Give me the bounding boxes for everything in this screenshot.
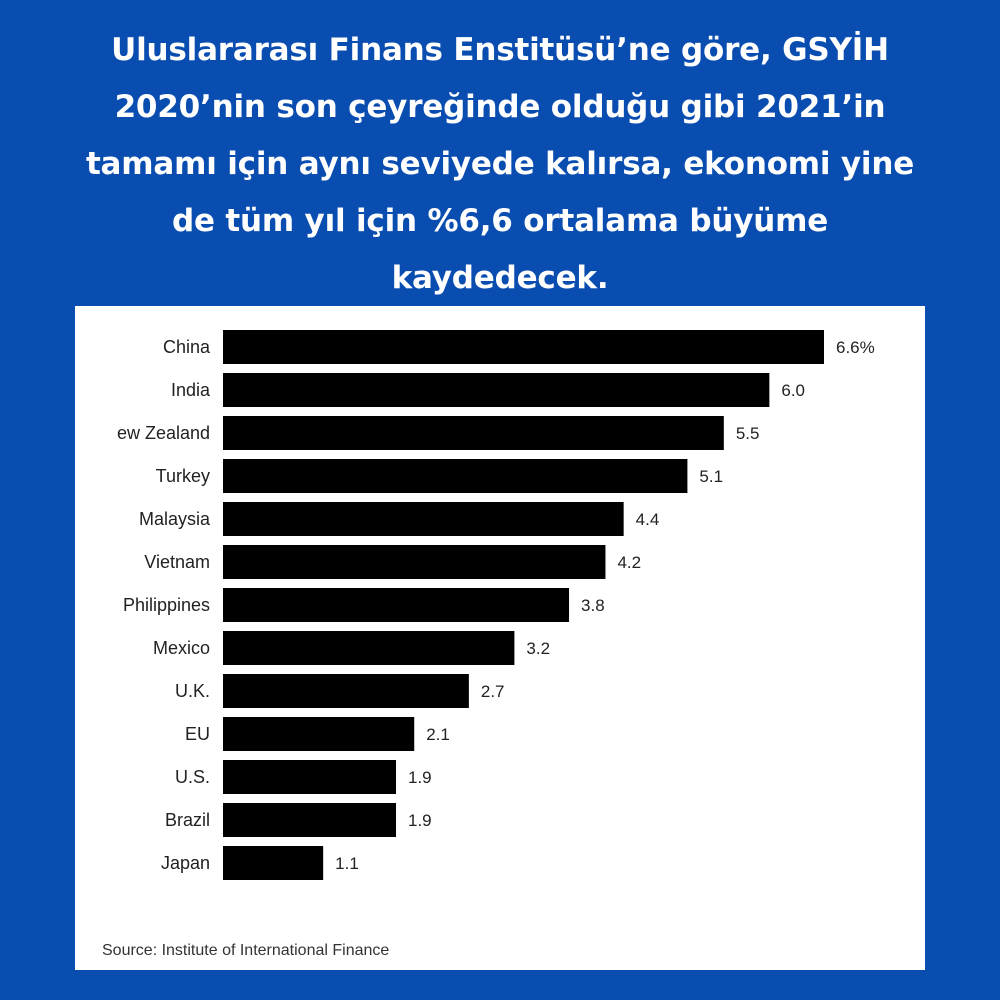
category-label: EU — [185, 724, 210, 744]
bar — [223, 330, 824, 364]
source-note: Source: Institute of International Finan… — [102, 942, 390, 959]
category-label: Japan — [161, 853, 210, 873]
bar — [223, 803, 397, 837]
category-label: Philippines — [123, 595, 210, 615]
value-label: 2.7 — [481, 682, 505, 701]
value-label: 4.4 — [636, 510, 660, 529]
bar — [223, 545, 606, 579]
bar — [223, 631, 515, 665]
value-label: 1.9 — [408, 811, 432, 830]
chart-card: China 6.6% India 6.0 ew Zealand 5.5 Turkey 5.1 M… — [75, 306, 925, 970]
category-label: Vietnam — [144, 552, 210, 572]
bar — [223, 760, 397, 794]
value-label: 5.1 — [699, 467, 723, 486]
bar — [223, 717, 415, 751]
headline-line-4: de tüm yıl için %6,6 ortalama büyüme — [171, 203, 829, 239]
bar — [223, 674, 469, 708]
headline-line-3: tamamı için aynı seviyede kalırsa, ekono… — [85, 146, 915, 182]
headline: Uluslararası Finans Enstitüsü’ne göre, G… — [40, 22, 960, 307]
bar — [223, 416, 724, 450]
bar — [223, 846, 324, 880]
headline-line-5: kaydedecek. — [391, 260, 609, 296]
value-label: 4.2 — [617, 553, 641, 572]
category-label: U.K. — [175, 681, 210, 701]
category-label: U.S. — [175, 767, 210, 787]
category-label: Brazil — [165, 810, 210, 830]
value-label: 3.8 — [581, 596, 605, 615]
category-label: Turkey — [156, 466, 210, 486]
value-label: 6.0 — [781, 381, 805, 400]
value-label: 1.9 — [408, 768, 432, 787]
category-label: Malaysia — [139, 509, 211, 529]
headline-line-2: 2020’nin son çeyreğinde olduğu gibi 2021… — [114, 89, 886, 125]
category-label: ew Zealand — [117, 423, 210, 443]
bar — [223, 373, 770, 407]
bar — [223, 502, 624, 536]
value-label: 5.5 — [736, 424, 760, 443]
category-label: Mexico — [153, 638, 210, 658]
value-label: 3.2 — [526, 639, 550, 658]
category-label: China — [163, 337, 211, 357]
category-label: India — [171, 380, 211, 400]
headline-line-1: Uluslararası Finans Enstitüsü’ne göre, G… — [111, 32, 889, 68]
bar-chart: China 6.6% India 6.0 ew Zealand 5.5 Turkey 5.1 M… — [117, 330, 875, 880]
value-label: 1.1 — [335, 854, 359, 873]
value-label: 2.1 — [426, 725, 450, 744]
value-label: 6.6% — [836, 338, 875, 357]
bar — [223, 588, 570, 622]
bar — [223, 459, 688, 493]
